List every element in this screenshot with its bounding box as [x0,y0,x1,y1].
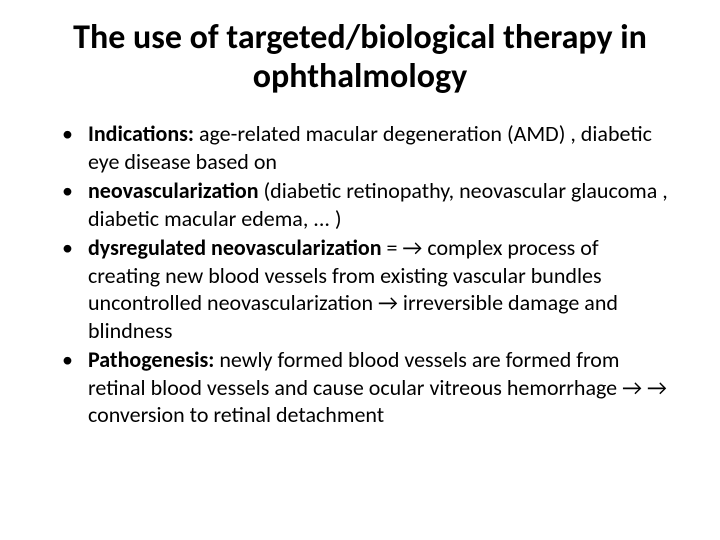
list-item: Indications: age-related macular degener… [68,120,670,175]
slide: The use of targeted/biological therapy i… [0,0,720,540]
bullet-bold: Pathogenesis: [88,346,214,373]
list-item: neovascularization (diabetic retinopathy… [68,177,670,232]
bullet-bold: Indications: [88,120,194,147]
bullet-list: Indications: age-related macular degener… [40,120,680,429]
list-item: Pathogenesis: newly formed blood vessels… [68,346,670,429]
page-title: The use of targeted/biological therapy i… [40,18,680,96]
bullet-bold: dysregulated neovascularization [88,234,382,261]
bullet-bold: neovascularization [88,177,259,204]
list-item: dysregulated neovascularization = → comp… [68,234,670,344]
